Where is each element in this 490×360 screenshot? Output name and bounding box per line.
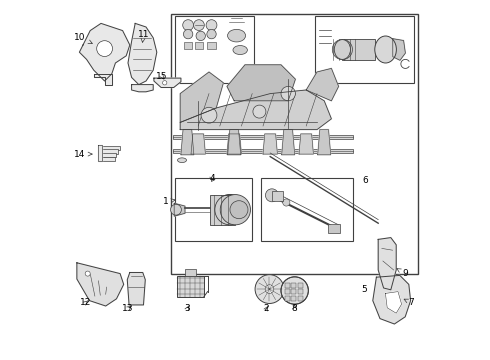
Bar (173, 149, 353, 153)
Ellipse shape (227, 30, 245, 42)
Bar (184, 42, 193, 49)
Ellipse shape (334, 40, 350, 59)
Polygon shape (227, 134, 242, 154)
Text: 3: 3 (185, 304, 190, 313)
Polygon shape (180, 90, 331, 130)
Circle shape (283, 199, 290, 206)
Text: 8: 8 (292, 304, 297, 313)
Circle shape (201, 107, 217, 123)
Polygon shape (128, 23, 157, 85)
Polygon shape (227, 65, 295, 101)
Ellipse shape (233, 46, 247, 55)
Bar (285, 289, 290, 294)
Text: 14: 14 (74, 150, 92, 159)
Polygon shape (127, 273, 145, 305)
Bar (100, 146, 120, 150)
Bar (285, 296, 290, 301)
Bar (171, 14, 418, 274)
Bar (291, 283, 296, 288)
Circle shape (194, 20, 204, 31)
Polygon shape (318, 130, 331, 155)
Polygon shape (79, 23, 130, 81)
Circle shape (196, 31, 205, 41)
Text: 13: 13 (122, 304, 134, 313)
Polygon shape (393, 39, 405, 60)
Circle shape (183, 20, 194, 31)
Polygon shape (174, 203, 185, 216)
Circle shape (253, 105, 266, 118)
Polygon shape (132, 85, 153, 92)
Polygon shape (299, 134, 314, 154)
Bar (261, 178, 353, 241)
Bar (291, 296, 296, 301)
Polygon shape (191, 134, 205, 154)
Polygon shape (77, 263, 123, 306)
Text: 2: 2 (264, 304, 270, 313)
Text: 7: 7 (404, 298, 414, 307)
Text: 15: 15 (156, 72, 168, 81)
Text: 9: 9 (397, 269, 408, 278)
Bar (297, 296, 303, 301)
Bar (297, 289, 303, 294)
Polygon shape (154, 78, 181, 87)
Circle shape (265, 285, 274, 293)
Circle shape (85, 271, 90, 276)
Ellipse shape (375, 36, 396, 63)
Polygon shape (263, 134, 277, 154)
Text: 10: 10 (74, 33, 92, 44)
Bar (291, 289, 296, 294)
Circle shape (281, 86, 295, 101)
Polygon shape (282, 130, 294, 155)
Bar (328, 224, 341, 233)
Bar (175, 178, 252, 241)
Polygon shape (98, 145, 102, 161)
Text: 1: 1 (163, 197, 175, 206)
Bar (175, 16, 254, 83)
Text: 11: 11 (138, 30, 149, 42)
Polygon shape (94, 74, 112, 85)
Text: 12: 12 (80, 298, 92, 307)
Polygon shape (306, 68, 339, 101)
Circle shape (206, 20, 217, 31)
Text: 4: 4 (209, 174, 215, 183)
Bar (315, 16, 414, 83)
Circle shape (281, 277, 308, 304)
Polygon shape (378, 238, 396, 290)
Circle shape (230, 201, 248, 219)
Ellipse shape (177, 158, 187, 163)
Polygon shape (386, 292, 402, 313)
Circle shape (215, 194, 245, 225)
Bar (210, 194, 235, 225)
Bar (173, 135, 353, 139)
Bar (285, 283, 290, 288)
Text: 5: 5 (361, 285, 367, 294)
Circle shape (207, 30, 216, 39)
Bar (272, 191, 283, 201)
Circle shape (377, 41, 394, 59)
Bar (343, 40, 375, 60)
Circle shape (171, 204, 181, 215)
Bar (185, 269, 196, 276)
Text: 6: 6 (363, 176, 368, 185)
Circle shape (163, 81, 167, 85)
Polygon shape (180, 72, 223, 122)
Polygon shape (228, 130, 241, 155)
Circle shape (266, 189, 278, 202)
Bar (100, 153, 117, 157)
Circle shape (255, 275, 284, 303)
Bar (297, 283, 303, 288)
Polygon shape (373, 275, 411, 324)
Polygon shape (181, 130, 194, 155)
Bar (176, 276, 204, 297)
Circle shape (220, 194, 250, 225)
Bar (100, 157, 115, 161)
Bar (207, 42, 216, 49)
Bar (100, 149, 118, 154)
Bar (195, 42, 203, 49)
Circle shape (183, 30, 193, 39)
Circle shape (97, 41, 113, 57)
Circle shape (332, 40, 352, 60)
